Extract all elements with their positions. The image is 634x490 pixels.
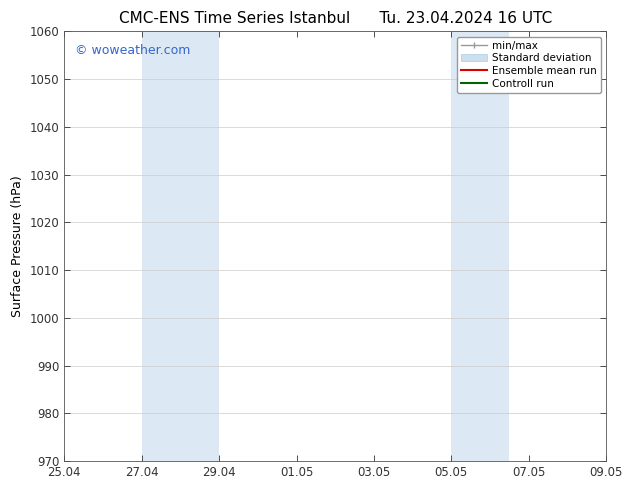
Y-axis label: Surface Pressure (hPa): Surface Pressure (hPa) <box>11 175 24 317</box>
Bar <box>141 31 219 461</box>
Title: CMC-ENS Time Series Istanbul      Tu. 23.04.2024 16 UTC: CMC-ENS Time Series Istanbul Tu. 23.04.2… <box>119 11 552 26</box>
Bar <box>451 31 510 461</box>
Legend: min/max, Standard deviation, Ensemble mean run, Controll run: min/max, Standard deviation, Ensemble me… <box>456 37 601 93</box>
Text: © woweather.com: © woweather.com <box>75 44 190 57</box>
